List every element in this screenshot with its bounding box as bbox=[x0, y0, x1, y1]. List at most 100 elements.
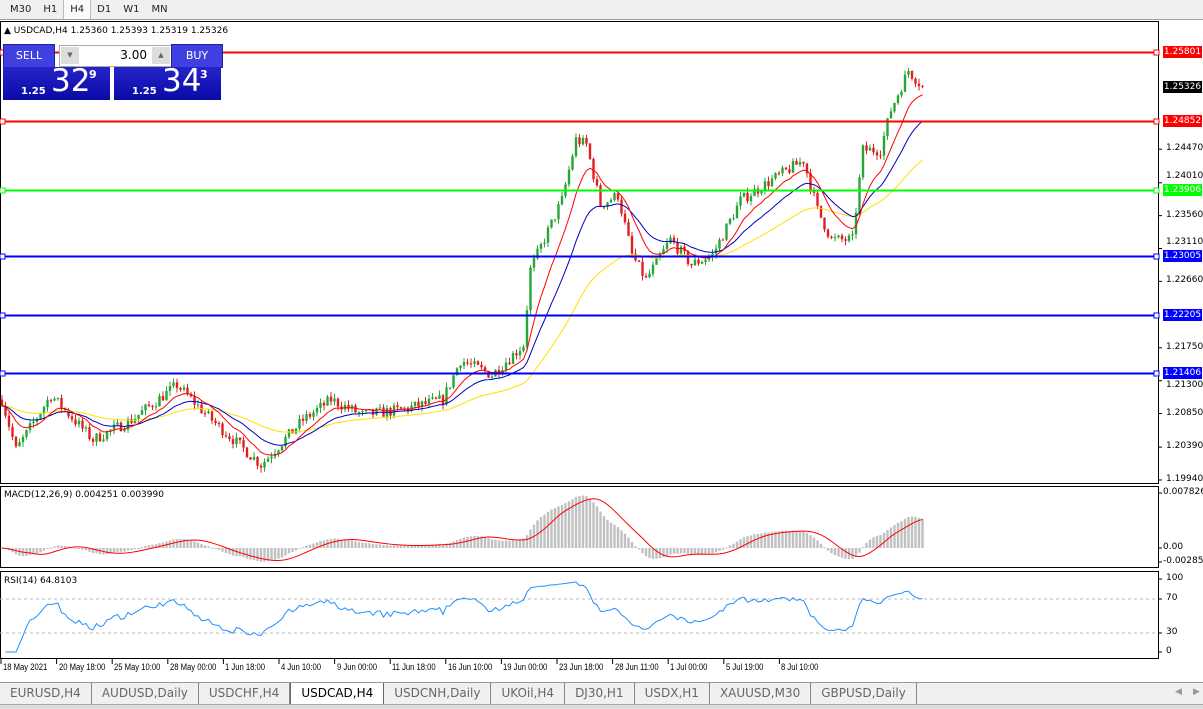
candle-body bbox=[207, 411, 210, 414]
candle-body bbox=[697, 259, 700, 264]
tabs-scroll-left-icon[interactable]: ◀ bbox=[1175, 687, 1182, 697]
tab-audusd-daily[interactable]: AUDUSD,Daily bbox=[92, 683, 199, 704]
level-handle bbox=[0, 312, 6, 319]
macd-histogram-bar bbox=[718, 548, 721, 551]
lot-size-value[interactable]: 3.00 bbox=[120, 48, 147, 62]
date-axis-label: 20 May 18:00 bbox=[58, 662, 105, 672]
macd-histogram-bar bbox=[728, 545, 732, 548]
macd-histogram-bar bbox=[207, 546, 210, 548]
macd-histogram-bar bbox=[242, 548, 245, 558]
candle-body bbox=[637, 260, 641, 262]
candle-body bbox=[504, 362, 508, 371]
candle-body bbox=[847, 235, 851, 241]
candle-body bbox=[95, 433, 98, 442]
timeframe-h1[interactable]: H1 bbox=[43, 4, 58, 15]
macd-histogram-bar bbox=[655, 548, 658, 559]
macd-histogram-bar bbox=[662, 548, 665, 558]
tab-usdcad-h4[interactable]: USDCAD,H4 bbox=[290, 683, 385, 705]
macd-histogram-bar bbox=[805, 532, 809, 548]
candle-body bbox=[511, 353, 515, 364]
candle-body bbox=[795, 160, 798, 165]
level-handle bbox=[1153, 187, 1160, 194]
candle-body bbox=[165, 390, 168, 401]
buy-price[interactable]: 1.25 34 3 bbox=[114, 63, 221, 100]
chart-title-text: USDCAD,H4 1.25360 1.25393 1.25319 1.2532… bbox=[13, 26, 229, 36]
price-axis-label: 1.20390 bbox=[1166, 441, 1203, 452]
tab-usdchf-h4[interactable]: USDCHF,H4 bbox=[199, 683, 291, 704]
candle-body bbox=[322, 402, 326, 406]
buy-price-prefix: 1.25 bbox=[132, 86, 157, 97]
candle-body bbox=[186, 387, 189, 395]
macd-histogram-bar bbox=[574, 496, 578, 548]
candle-body bbox=[4, 405, 7, 416]
timeframe-w1[interactable]: W1 bbox=[123, 4, 140, 15]
current-price-label: 1.25326 bbox=[1163, 80, 1202, 93]
macd-histogram-bar bbox=[791, 530, 795, 548]
tab-usdcnh-daily[interactable]: USDCNH,Daily bbox=[384, 683, 492, 704]
candle-body bbox=[480, 364, 483, 368]
candle-body bbox=[151, 405, 154, 408]
date-axis-label: 11 Jun 18:00 bbox=[392, 662, 436, 672]
candle-body bbox=[907, 70, 910, 75]
macd-histogram-bar bbox=[291, 548, 294, 553]
lot-increase-icon[interactable]: ▲ bbox=[152, 47, 170, 64]
candle-body bbox=[182, 387, 186, 390]
sell-price[interactable]: 1.25 32 9 bbox=[3, 63, 110, 100]
tab-ukoil-h4[interactable]: UKOil,H4 bbox=[491, 683, 566, 704]
main-pane-frame bbox=[0, 21, 1159, 484]
candle-body bbox=[459, 365, 462, 369]
macd-histogram-bar bbox=[319, 541, 322, 548]
macd-histogram-bar bbox=[368, 543, 371, 548]
macd-histogram-bar bbox=[854, 548, 858, 558]
candle-body bbox=[630, 235, 634, 254]
macd-histogram-bar bbox=[350, 540, 354, 548]
candle-body bbox=[826, 229, 830, 237]
macd-histogram-bar bbox=[158, 543, 161, 548]
macd-histogram-bar bbox=[501, 540, 504, 548]
macd-histogram-bar bbox=[280, 548, 284, 558]
tab-usdx-h1[interactable]: USDX,H1 bbox=[635, 683, 710, 704]
level-handle bbox=[1153, 312, 1160, 319]
macd-histogram-bar bbox=[399, 545, 403, 548]
tab-eurusd-h4[interactable]: EURUSD,H4 bbox=[0, 683, 92, 704]
timeframe-mn[interactable]: MN bbox=[151, 4, 168, 15]
candle-body bbox=[77, 420, 81, 425]
tab-xauusd-m30[interactable]: XAUUSD,M30 bbox=[710, 683, 812, 704]
tab-dj30-h1[interactable]: DJ30,H1 bbox=[565, 683, 635, 704]
macd-histogram-bar bbox=[819, 543, 823, 548]
tabs-scroll-right-icon[interactable]: ▶ bbox=[1193, 687, 1200, 697]
candle-body bbox=[557, 204, 560, 220]
rsi-pane-frame bbox=[0, 571, 1159, 659]
sell-button[interactable]: SELL bbox=[3, 44, 55, 68]
candle-body bbox=[235, 437, 238, 445]
macd-axis-label: 0.007826 bbox=[1163, 487, 1203, 497]
timeframe-m30[interactable]: M30 bbox=[10, 4, 32, 15]
macd-histogram-bar bbox=[221, 548, 224, 552]
tab-gbpusd-daily[interactable]: GBPUSD,Daily bbox=[811, 683, 917, 704]
macd-histogram-bar bbox=[364, 543, 368, 548]
macd-histogram-bar bbox=[802, 531, 805, 548]
lot-size-field[interactable]: ▼ 3.00 ▲ bbox=[59, 45, 172, 67]
macd-histogram-bar bbox=[252, 548, 256, 561]
lot-decrease-icon[interactable]: ▼ bbox=[61, 47, 79, 64]
candle-body bbox=[105, 431, 109, 440]
macd-histogram-bar bbox=[616, 527, 620, 548]
candle-body bbox=[581, 137, 585, 145]
timeframe-h4[interactable]: H4 bbox=[63, 0, 92, 19]
candle-body bbox=[333, 398, 336, 402]
macd-histogram-bar bbox=[494, 539, 497, 548]
candle-body bbox=[651, 264, 655, 274]
timeframe-d1[interactable]: D1 bbox=[97, 4, 112, 15]
buy-button[interactable]: BUY bbox=[171, 44, 223, 68]
buy-price-pips: 34 bbox=[162, 63, 202, 99]
candle-body bbox=[88, 427, 91, 440]
candle-body bbox=[109, 429, 112, 432]
macd-histogram-bar bbox=[539, 516, 543, 548]
candle-body bbox=[438, 395, 441, 399]
macd-histogram-bar bbox=[70, 547, 74, 549]
macd-histogram-bar bbox=[921, 518, 924, 548]
date-axis-label: 5 Jul 19:00 bbox=[725, 662, 764, 672]
candle-body bbox=[742, 192, 746, 197]
candle-body bbox=[483, 367, 487, 372]
